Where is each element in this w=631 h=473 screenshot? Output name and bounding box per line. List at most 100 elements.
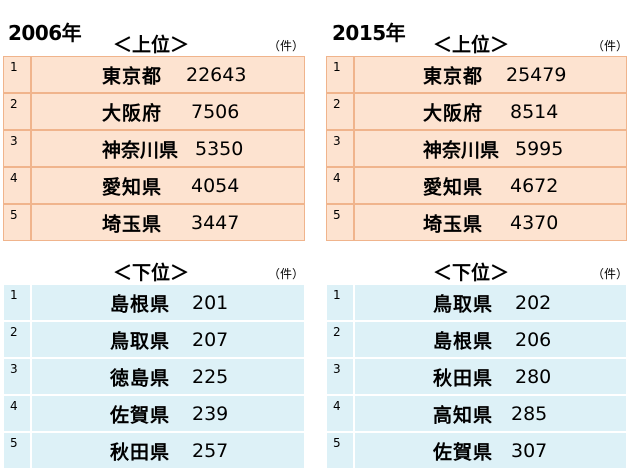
- data-cell: 佐賀県 307: [354, 432, 627, 469]
- rank-cell: 3: [3, 130, 31, 167]
- unit-label: （件）: [592, 39, 629, 53]
- rank-cell: 3: [3, 358, 31, 395]
- prefecture-name: 神奈川県: [102, 139, 179, 161]
- data-cell: 鳥取県 207: [31, 321, 305, 358]
- rank-cell: 2: [3, 321, 31, 358]
- lower-section-label: ＜下位＞: [113, 262, 190, 284]
- data-cell: 島根県 201: [31, 284, 305, 321]
- case-count: 239: [192, 402, 229, 425]
- unit-label: （件）: [268, 39, 305, 53]
- case-count: 307: [511, 439, 548, 462]
- case-count: 207: [192, 328, 229, 351]
- data-cell: 高知県 285: [354, 395, 627, 432]
- prefecture-name: 島根県: [433, 330, 494, 352]
- rank-cell: 3: [326, 130, 354, 167]
- prefecture-name: 東京都: [102, 65, 163, 87]
- table-row: 4 愛知県 4054: [3, 167, 305, 204]
- table-row: 1 鳥取県 202: [326, 284, 627, 321]
- rank-cell: 5: [326, 432, 354, 469]
- table-row: 1 東京都 22643: [3, 56, 305, 93]
- table-row: 4 佐賀県 239: [3, 395, 305, 432]
- prefecture-name: 鳥取県: [433, 293, 494, 315]
- table-row: 4 高知県 285: [326, 395, 627, 432]
- rank-cell: 4: [3, 395, 31, 432]
- case-count: 201: [192, 291, 229, 314]
- lower-table: 1 島根県 201 2 鳥取県 207 3 徳島県 225 4 佐賀県 239: [3, 284, 305, 470]
- upper-section-label: ＜上位＞: [113, 34, 190, 56]
- data-cell: 大阪府 7506: [31, 93, 305, 130]
- prefecture-name: 鳥取県: [110, 330, 171, 352]
- lower-section-label: ＜下位＞: [433, 262, 510, 284]
- lower-table: 1 鳥取県 202 2 島根県 206 3 秋田県 280 4 高知県 285: [326, 284, 627, 470]
- rank-cell: 1: [3, 284, 31, 321]
- case-count: 7506: [191, 100, 240, 123]
- prefecture-name: 佐賀県: [110, 404, 171, 426]
- unit-label: （件）: [268, 267, 305, 281]
- rank-cell: 5: [326, 204, 354, 241]
- table-row: 2 鳥取県 207: [3, 321, 305, 358]
- case-count: 202: [515, 291, 552, 314]
- data-cell: 島根県 206: [354, 321, 627, 358]
- panel-2015: 2015年 ＜上位＞ （件） 1 東京都 25479 2 大阪府 8514 3 …: [320, 0, 631, 473]
- table-row: 3 神奈川県 5995: [326, 130, 627, 167]
- case-count: 4054: [191, 174, 240, 197]
- prefecture-name: 秋田県: [110, 441, 171, 463]
- year-title: 2015年: [332, 21, 406, 45]
- case-count: 8514: [510, 100, 559, 123]
- data-cell: 神奈川県 5995: [354, 130, 627, 167]
- data-cell: 埼玉県 4370: [354, 204, 627, 241]
- table-row: 5 佐賀県 307: [326, 432, 627, 469]
- prefecture-name: 愛知県: [102, 176, 163, 198]
- rank-cell: 5: [3, 204, 31, 241]
- rank-cell: 1: [3, 56, 31, 93]
- data-cell: 徳島県 225: [31, 358, 305, 395]
- case-count: 4370: [510, 211, 559, 234]
- case-count: 225: [192, 365, 229, 388]
- case-count: 280: [515, 365, 552, 388]
- unit-label: （件）: [592, 267, 629, 281]
- table-row: 4 愛知県 4672: [326, 167, 627, 204]
- table-row: 5 埼玉県 4370: [326, 204, 627, 241]
- rank-cell: 4: [3, 167, 31, 204]
- prefecture-name: 東京都: [423, 65, 484, 87]
- prefecture-name: 愛知県: [423, 176, 484, 198]
- rank-cell: 3: [326, 358, 354, 395]
- table-row: 2 大阪府 7506: [3, 93, 305, 130]
- rank-cell: 5: [3, 432, 31, 469]
- prefecture-name: 徳島県: [110, 367, 171, 389]
- table-row: 1 島根県 201: [3, 284, 305, 321]
- data-cell: 東京都 22643: [31, 56, 305, 93]
- case-count: 5995: [515, 137, 564, 160]
- case-count: 206: [515, 328, 552, 351]
- table-row: 5 埼玉県 3447: [3, 204, 305, 241]
- prefecture-name: 秋田県: [433, 367, 494, 389]
- prefecture-name: 神奈川県: [423, 139, 500, 161]
- prefecture-name: 佐賀県: [433, 441, 494, 463]
- case-count: 25479: [506, 63, 567, 86]
- table-row: 2 大阪府 8514: [326, 93, 627, 130]
- case-count: 22643: [186, 63, 247, 86]
- data-cell: 埼玉県 3447: [31, 204, 305, 241]
- case-count: 257: [192, 439, 229, 462]
- table-row: 3 徳島県 225: [3, 358, 305, 395]
- data-cell: 秋田県 280: [354, 358, 627, 395]
- rank-cell: 4: [326, 167, 354, 204]
- prefecture-name: 島根県: [110, 293, 171, 315]
- data-cell: 愛知県 4054: [31, 167, 305, 204]
- upper-section-label: ＜上位＞: [433, 34, 510, 56]
- rank-cell: 2: [3, 93, 31, 130]
- table-row: 2 島根県 206: [326, 321, 627, 358]
- data-cell: 愛知県 4672: [354, 167, 627, 204]
- data-cell: 佐賀県 239: [31, 395, 305, 432]
- table-row: 3 神奈川県 5350: [3, 130, 305, 167]
- data-cell: 神奈川県 5350: [31, 130, 305, 167]
- rank-cell: 1: [326, 284, 354, 321]
- prefecture-name: 大阪府: [102, 102, 163, 124]
- rank-cell: 2: [326, 321, 354, 358]
- panel-2006: 2006年 ＜上位＞ （件） 1 東京都 22643 2 大阪府 7506 3 …: [0, 0, 310, 473]
- case-count: 3447: [191, 211, 240, 234]
- data-cell: 鳥取県 202: [354, 284, 627, 321]
- data-cell: 大阪府 8514: [354, 93, 627, 130]
- prefecture-name: 埼玉県: [423, 213, 484, 235]
- data-cell: 秋田県 257: [31, 432, 305, 469]
